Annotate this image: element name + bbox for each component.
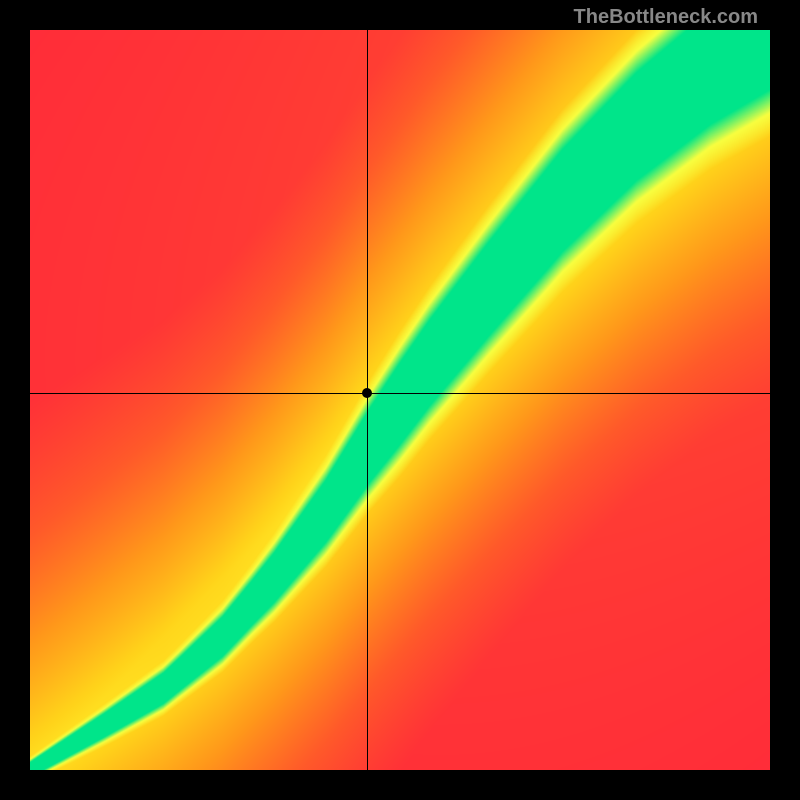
heatmap-plot (30, 30, 770, 770)
crosshair-marker (362, 388, 372, 398)
watermark-text: TheBottleneck.com (574, 6, 758, 29)
heatmap-canvas (30, 30, 770, 770)
crosshair-horizontal (30, 393, 770, 394)
crosshair-vertical (367, 30, 368, 770)
